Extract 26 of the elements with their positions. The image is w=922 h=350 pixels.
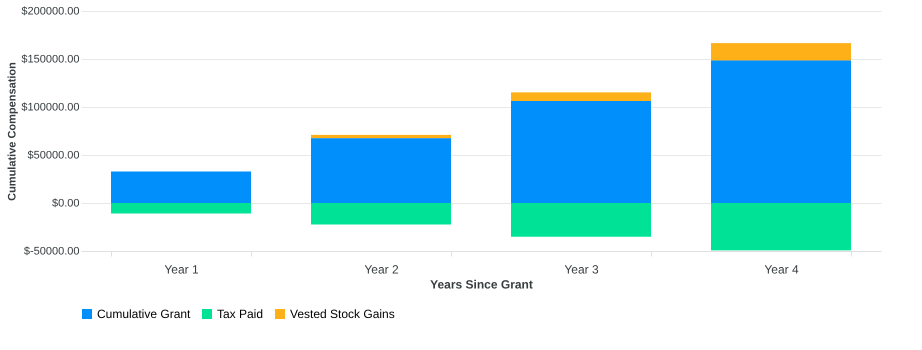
bar <box>311 134 451 138</box>
x-axis-title: Years Since Grant <box>430 278 533 292</box>
bar <box>511 92 651 102</box>
x-tick-label: Year 2 <box>364 262 399 276</box>
bar <box>711 43 851 60</box>
bar <box>711 60 851 203</box>
bar <box>311 203 451 225</box>
bar <box>311 138 451 203</box>
bar <box>111 203 251 214</box>
bar <box>511 101 651 203</box>
x-tick-label: Year 4 <box>764 262 799 276</box>
bar <box>511 203 651 237</box>
y-tick-label: $100000.00 <box>21 102 80 114</box>
legend-label: Tax Paid <box>217 307 264 321</box>
y-tick-label: $150000.00 <box>21 54 80 66</box>
legend-label: Vested Stock Gains <box>290 307 395 321</box>
legend-label: Cumulative Grant <box>97 307 192 321</box>
bar <box>111 172 251 203</box>
y-tick-label: $200000.00 <box>21 6 80 18</box>
bar <box>711 203 851 250</box>
y-axis-title: Cumulative Compensation <box>6 62 18 201</box>
y-tick-label: $0.00 <box>52 198 80 210</box>
x-tick-label: Year 3 <box>564 262 599 276</box>
x-tick-label: Year 1 <box>164 262 199 276</box>
y-tick-label: $50000.00 <box>28 150 80 162</box>
y-tick-label: $-50000.00 <box>24 246 80 258</box>
